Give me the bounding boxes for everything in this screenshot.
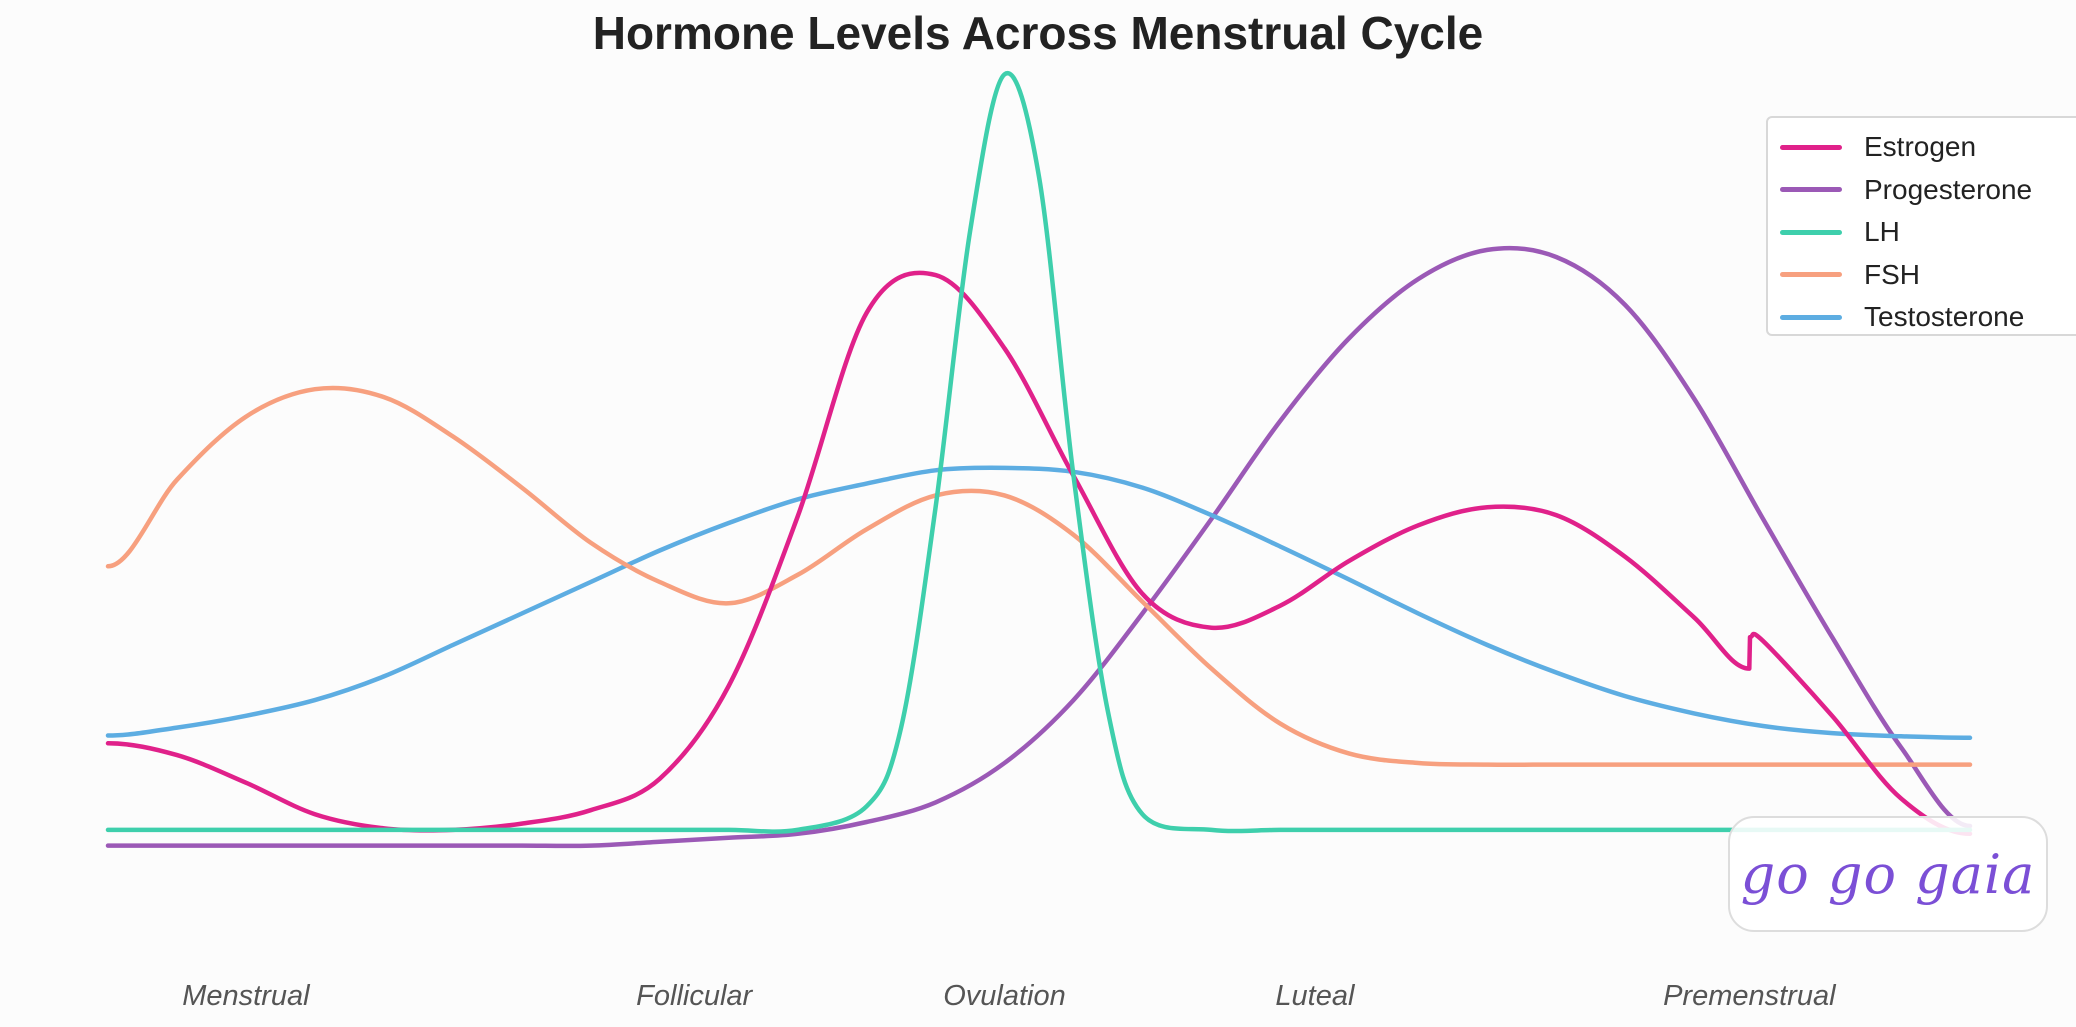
legend-swatch xyxy=(1780,314,1842,320)
series-line-fsh xyxy=(105,385,1973,767)
phase-label-ovulation: Ovulation xyxy=(943,980,1066,1012)
legend-item-estrogen: Estrogen xyxy=(1780,126,2076,169)
legend-swatch xyxy=(1780,187,1842,193)
legend-label: Estrogen xyxy=(1864,131,1977,163)
legend-item-testosterone: Testosterone xyxy=(1780,296,2076,339)
legend-swatch xyxy=(1780,144,1842,150)
chart-legend: Estrogen Progesterone LH FSH Testosterone xyxy=(1766,116,2076,336)
series-line-lh xyxy=(105,70,1973,834)
phase-label-luteal: Luteal xyxy=(1275,980,1355,1012)
phase-label-menstrual: Menstrual xyxy=(182,980,310,1012)
phase-label-follicular: Follicular xyxy=(636,980,753,1012)
legend-label: Progesterone xyxy=(1864,173,2033,205)
series-line-estrogen xyxy=(105,270,1973,837)
legend-label: Testosterone xyxy=(1864,301,2025,333)
legend-item-fsh: FSH xyxy=(1780,254,2076,297)
legend-swatch xyxy=(1780,272,1842,278)
legend-label: LH xyxy=(1864,216,1900,248)
series-line-testosterone xyxy=(105,465,1973,741)
chart-title: Hormone Levels Across Menstrual Cycle xyxy=(592,7,1484,59)
legend-swatch xyxy=(1780,229,1842,235)
legend-item-lh: LH xyxy=(1780,211,2076,254)
series-line-progesterone xyxy=(105,245,1973,849)
legend-label: FSH xyxy=(1864,258,1920,290)
phase-label-premenstrual: Premenstrual xyxy=(1663,980,1836,1012)
watermark-logo: go go gaia xyxy=(1728,816,2048,932)
legend-item-progesterone: Progesterone xyxy=(1780,169,2076,212)
